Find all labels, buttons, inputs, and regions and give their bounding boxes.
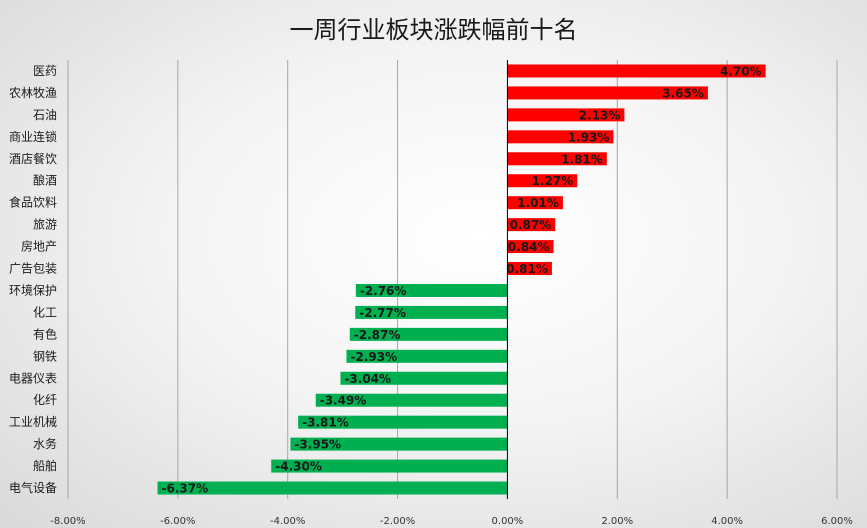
bar bbox=[355, 283, 508, 297]
category-label: 酒店餐饮 bbox=[9, 151, 57, 166]
category-label: 水务 bbox=[33, 436, 57, 451]
bar bbox=[507, 196, 563, 210]
bar bbox=[315, 393, 508, 407]
data-label: -3.49% bbox=[320, 394, 367, 408]
category-label: 电器仪表 bbox=[9, 371, 57, 385]
data-label: -3.81% bbox=[302, 416, 349, 430]
bar bbox=[507, 64, 766, 78]
x-tick-label: 0.00% bbox=[492, 516, 524, 527]
category-label: 船舶 bbox=[33, 458, 57, 473]
data-label: 3.65% bbox=[662, 86, 704, 100]
bar bbox=[507, 174, 578, 188]
bar bbox=[290, 437, 508, 451]
category-label: 医药 bbox=[33, 64, 57, 78]
category-label: 房地产 bbox=[21, 239, 57, 254]
bar bbox=[507, 218, 556, 232]
category-label: 钢铁 bbox=[33, 349, 57, 363]
category-label: 酿酒 bbox=[33, 173, 57, 188]
bar bbox=[349, 327, 508, 341]
data-label: -3.95% bbox=[294, 438, 341, 452]
data-label: -2.76% bbox=[360, 284, 407, 298]
data-label: -4.30% bbox=[275, 460, 322, 474]
chart-title: 一周行业板块涨跌幅前十名 bbox=[289, 16, 578, 44]
data-label: 1.27% bbox=[532, 174, 574, 188]
data-label: -6.37% bbox=[162, 482, 209, 496]
category-label: 商业连锁 bbox=[9, 129, 57, 144]
category-label: 有色 bbox=[33, 327, 57, 341]
bar bbox=[507, 240, 554, 254]
data-label: -2.87% bbox=[354, 328, 401, 342]
data-label: 1.81% bbox=[561, 152, 603, 166]
bar bbox=[298, 415, 508, 429]
bar bbox=[507, 108, 625, 122]
x-tick-label: 4.00% bbox=[711, 516, 743, 527]
category-label: 石油 bbox=[33, 108, 57, 122]
category-label: 工业机械 bbox=[9, 414, 57, 429]
data-label: 4.70% bbox=[720, 64, 762, 78]
category-label: 农林牧渔 bbox=[9, 86, 57, 100]
category-label: 环境保护 bbox=[9, 282, 57, 297]
x-tick-label: -8.00% bbox=[50, 516, 85, 527]
category-label: 广告包装 bbox=[9, 262, 57, 276]
data-label: 1.93% bbox=[568, 130, 610, 144]
bar bbox=[507, 130, 614, 144]
data-label: 2.13% bbox=[579, 108, 621, 122]
bar bbox=[355, 305, 508, 319]
bar bbox=[507, 86, 708, 100]
bar bbox=[346, 349, 508, 363]
data-label: 0.84% bbox=[508, 240, 550, 254]
data-label: 0.87% bbox=[510, 218, 552, 232]
category-label: 化纤 bbox=[33, 393, 57, 407]
data-label: 1.01% bbox=[517, 196, 559, 210]
data-label: -2.93% bbox=[350, 350, 397, 364]
category-label: 电气设备 bbox=[9, 480, 57, 495]
x-tick-label: -2.00% bbox=[380, 516, 415, 527]
data-label: -3.04% bbox=[344, 372, 391, 386]
category-label: 食品饮料 bbox=[9, 195, 57, 210]
bar bbox=[507, 262, 552, 276]
bar bbox=[507, 152, 607, 166]
x-tick-label: 6.00% bbox=[821, 516, 853, 527]
data-label: -2.77% bbox=[359, 306, 406, 320]
bar bbox=[157, 481, 508, 495]
bar bbox=[340, 371, 508, 385]
x-tick-label: 2.00% bbox=[601, 516, 633, 527]
x-tick-label: -4.00% bbox=[270, 516, 305, 527]
category-label: 化工 bbox=[33, 305, 57, 319]
x-tick-label: -6.00% bbox=[160, 516, 195, 527]
category-label: 旅游 bbox=[33, 218, 57, 232]
bar bbox=[271, 459, 508, 473]
data-label: 0.81% bbox=[506, 262, 548, 276]
